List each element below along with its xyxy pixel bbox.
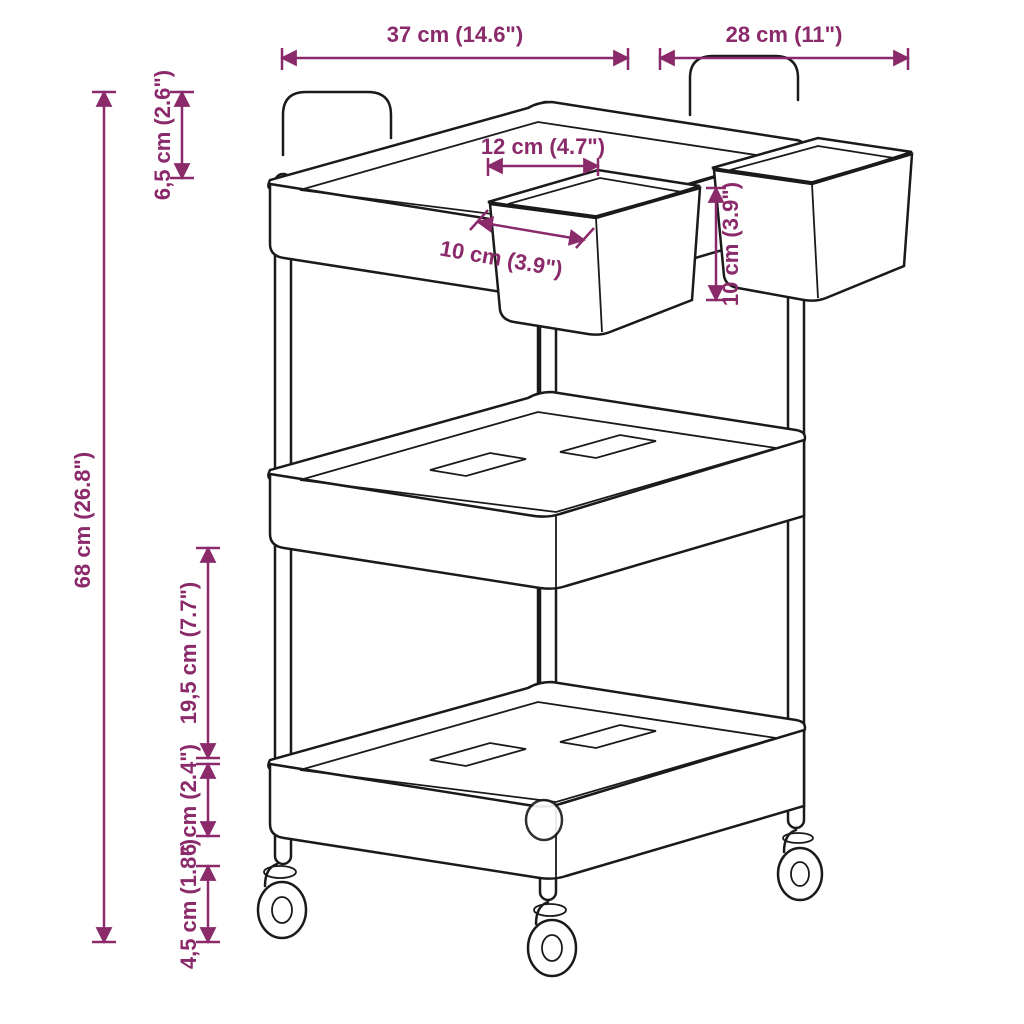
label-caster-height: 4,5 cm (1.8") xyxy=(176,839,201,969)
cart-drawing xyxy=(258,56,912,976)
dim-caster-height: 4,5 cm (1.8") xyxy=(176,839,220,969)
tray-middle xyxy=(268,392,805,589)
label-handle-height: 6,5 cm (2.6") xyxy=(150,70,175,200)
dim-top-depth: 28 cm (11") xyxy=(660,22,908,70)
caster-front-left xyxy=(258,864,306,938)
caster-front-right xyxy=(528,902,576,976)
label-top-depth: 28 cm (11") xyxy=(726,22,843,47)
dim-handle-height: 6,5 cm (2.6") xyxy=(150,70,194,200)
label-top-width: 37 cm (14.6") xyxy=(387,22,523,47)
label-bin-height: 10 cm (3.9") xyxy=(718,182,743,306)
label-shelf-gap: 19,5 cm (7.7") xyxy=(176,582,201,725)
dim-top-width: 37 cm (14.6") xyxy=(282,22,628,70)
cart-dimension-diagram: 37 cm (14.6") 28 cm (11") 6,5 cm (2.6") … xyxy=(0,0,1024,1024)
caster-back-left xyxy=(526,800,562,840)
label-bin-width: 12 cm (4.7") xyxy=(481,134,605,159)
dim-total-height: 68 cm (26.8") xyxy=(70,92,116,942)
label-total-height: 68 cm (26.8") xyxy=(70,452,95,588)
caster-back-right xyxy=(778,830,822,900)
dim-shelf-gap: 19,5 cm (7.7") xyxy=(176,548,220,758)
tray-bottom xyxy=(268,682,805,879)
